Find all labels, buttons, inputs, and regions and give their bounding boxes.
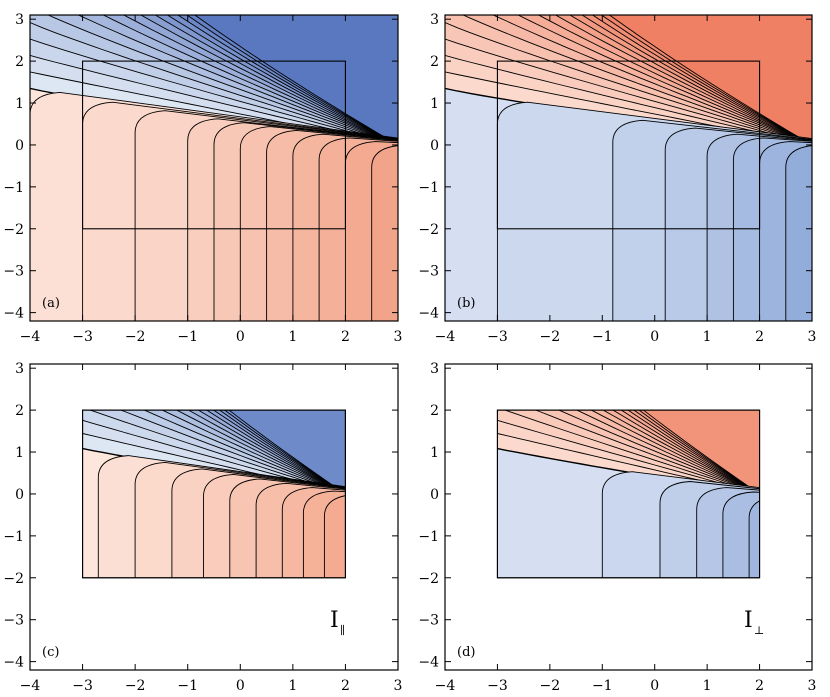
contour-lower-7 — [785, 145, 812, 321]
x-tick-label: 3 — [394, 329, 403, 345]
x-tick-label: −4 — [435, 678, 456, 694]
panel-label: (d) — [457, 645, 475, 660]
contour-upper-14 — [228, 410, 346, 495]
y-tick-label: −2 — [3, 571, 24, 587]
x-tick-label: −4 — [20, 678, 41, 694]
panel-c: −4 −3 −2 −1 0 1 2 3 −4 −3 −2 −1 0 1 2 3 (c) I ∥ — [3, 361, 403, 694]
x-tick-label: 0 — [650, 678, 659, 694]
axes-frame — [29, 363, 399, 671]
axes-frame — [29, 14, 399, 322]
y-tick-label: 3 — [430, 12, 439, 28]
contour-lower-5 — [748, 500, 760, 578]
y-tick-label: 0 — [430, 487, 439, 503]
x-tick-label: −4 — [435, 329, 456, 345]
x-tick-label: −3 — [487, 678, 508, 694]
y-tick-label: 2 — [430, 403, 439, 419]
contour-upper-14 — [608, 15, 812, 146]
y-tick-label: 1 — [430, 96, 439, 112]
y-tick-label: −4 — [3, 655, 24, 671]
y-tick-label: −2 — [418, 222, 439, 238]
panel-b: −4 −3 −2 −1 0 1 2 3 −4 −3 −2 −1 0 1 2 3 (b) — [418, 12, 817, 345]
contour-lower-9 — [323, 495, 346, 578]
x-tick-label: −3 — [487, 329, 508, 345]
x-tick-label: 3 — [808, 678, 817, 694]
x-tick-label: 0 — [236, 678, 245, 694]
x-tick-label: 1 — [703, 329, 712, 345]
y-tick-label: −2 — [3, 222, 24, 238]
quantity-subscript: ∥ — [340, 624, 345, 637]
y-tick-label: 2 — [15, 54, 24, 70]
contour-lower-8 — [302, 490, 346, 578]
x-tick-label: −1 — [177, 329, 198, 345]
contour-upper-14 — [194, 15, 398, 146]
y-tick-label: 3 — [430, 361, 439, 377]
y-tick-label: 1 — [430, 445, 439, 461]
panel-label: (b) — [457, 296, 475, 311]
x-tick-label: 1 — [288, 678, 297, 694]
x-tick-label: 0 — [650, 329, 659, 345]
y-tick-label: −1 — [3, 529, 24, 545]
y-tick-label: −3 — [3, 613, 24, 629]
crop-box — [496, 409, 761, 579]
y-tick-label: −3 — [3, 264, 24, 280]
y-tick-label: 2 — [430, 54, 439, 70]
contour-field — [30, 15, 398, 321]
crop-box — [82, 409, 346, 579]
quantity-subscript: ⊥ — [754, 624, 764, 637]
crop-box — [82, 60, 346, 230]
panel-label: (a) — [42, 296, 60, 311]
y-tick-label: 0 — [15, 487, 24, 503]
y-tick-label: 0 — [430, 138, 439, 154]
contour-field — [82, 410, 346, 578]
y-tick-label: 1 — [15, 445, 24, 461]
contour-field — [445, 15, 812, 321]
y-tick-label: 2 — [15, 403, 24, 419]
y-tick-label: −4 — [418, 655, 439, 671]
panel-d: −4 −3 −2 −1 0 1 2 3 −4 −3 −2 −1 0 1 2 3 (d) I ⊥ — [418, 361, 817, 694]
x-tick-label: 3 — [394, 678, 403, 694]
x-tick-label: 1 — [703, 678, 712, 694]
y-tick-label: 0 — [15, 138, 24, 154]
x-tick-label: −2 — [540, 678, 561, 694]
y-tick-label: −1 — [3, 180, 24, 196]
x-tick-label: 2 — [341, 329, 350, 345]
contour-field — [497, 410, 760, 578]
x-tick-label: −1 — [592, 329, 613, 345]
x-tick-label: −4 — [20, 329, 41, 345]
panel-a: −4 −3 −2 −1 0 1 2 3 −4 −3 −2 −1 0 1 2 3 (a) — [3, 12, 403, 345]
contour-lower-4 — [722, 491, 760, 578]
x-tick-label: −3 — [72, 329, 93, 345]
y-tick-label: 3 — [15, 12, 24, 28]
contour-lower-11 — [371, 145, 398, 321]
x-tick-label: −2 — [540, 329, 561, 345]
y-tick-label: −1 — [418, 180, 439, 196]
crop-box — [496, 60, 761, 230]
y-tick-label: −4 — [3, 306, 24, 322]
y-tick-label: −2 — [418, 571, 439, 587]
x-tick-label: −2 — [125, 329, 146, 345]
x-tick-label: −1 — [177, 678, 198, 694]
axes-frame — [444, 363, 813, 671]
panel-label: (c) — [42, 645, 59, 660]
y-tick-label: −1 — [418, 529, 439, 545]
x-tick-label: 1 — [288, 329, 297, 345]
x-tick-label: −3 — [72, 678, 93, 694]
y-tick-label: 1 — [15, 96, 24, 112]
axes-frame — [444, 14, 813, 322]
contour-upper-14 — [642, 410, 760, 495]
quantity-label: I — [744, 608, 753, 633]
y-tick-label: −4 — [418, 306, 439, 322]
x-tick-label: −1 — [592, 678, 613, 694]
x-tick-label: 0 — [236, 329, 245, 345]
x-tick-label: −2 — [125, 678, 146, 694]
y-tick-label: −3 — [418, 264, 439, 280]
x-tick-label: 2 — [341, 678, 350, 694]
quantity-label: I — [330, 608, 339, 633]
x-tick-label: 2 — [755, 329, 764, 345]
y-tick-label: −3 — [418, 613, 439, 629]
x-tick-label: 3 — [808, 329, 817, 345]
y-tick-label: 3 — [15, 361, 24, 377]
x-tick-label: 2 — [755, 678, 764, 694]
